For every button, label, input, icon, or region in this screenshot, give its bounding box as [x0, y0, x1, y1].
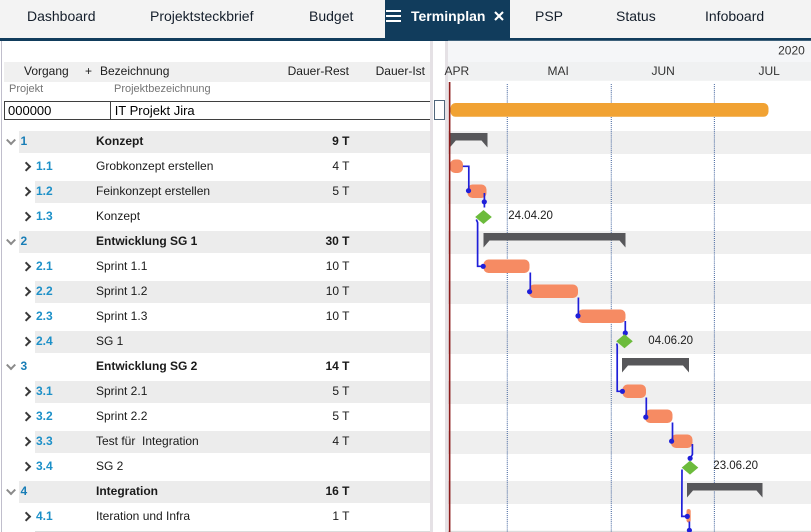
svg-text:04.06.20: 04.06.20	[648, 335, 693, 347]
svg-text:JUN: JUN	[652, 64, 675, 78]
svg-text:APR: APR	[445, 64, 470, 78]
svg-text:24.04.20: 24.04.20	[508, 210, 553, 222]
svg-text:MAI: MAI	[548, 64, 569, 78]
svg-text:23.06.20: 23.06.20	[713, 460, 758, 472]
svg-text:2020: 2020	[778, 44, 805, 58]
svg-text:JUL: JUL	[759, 64, 781, 78]
